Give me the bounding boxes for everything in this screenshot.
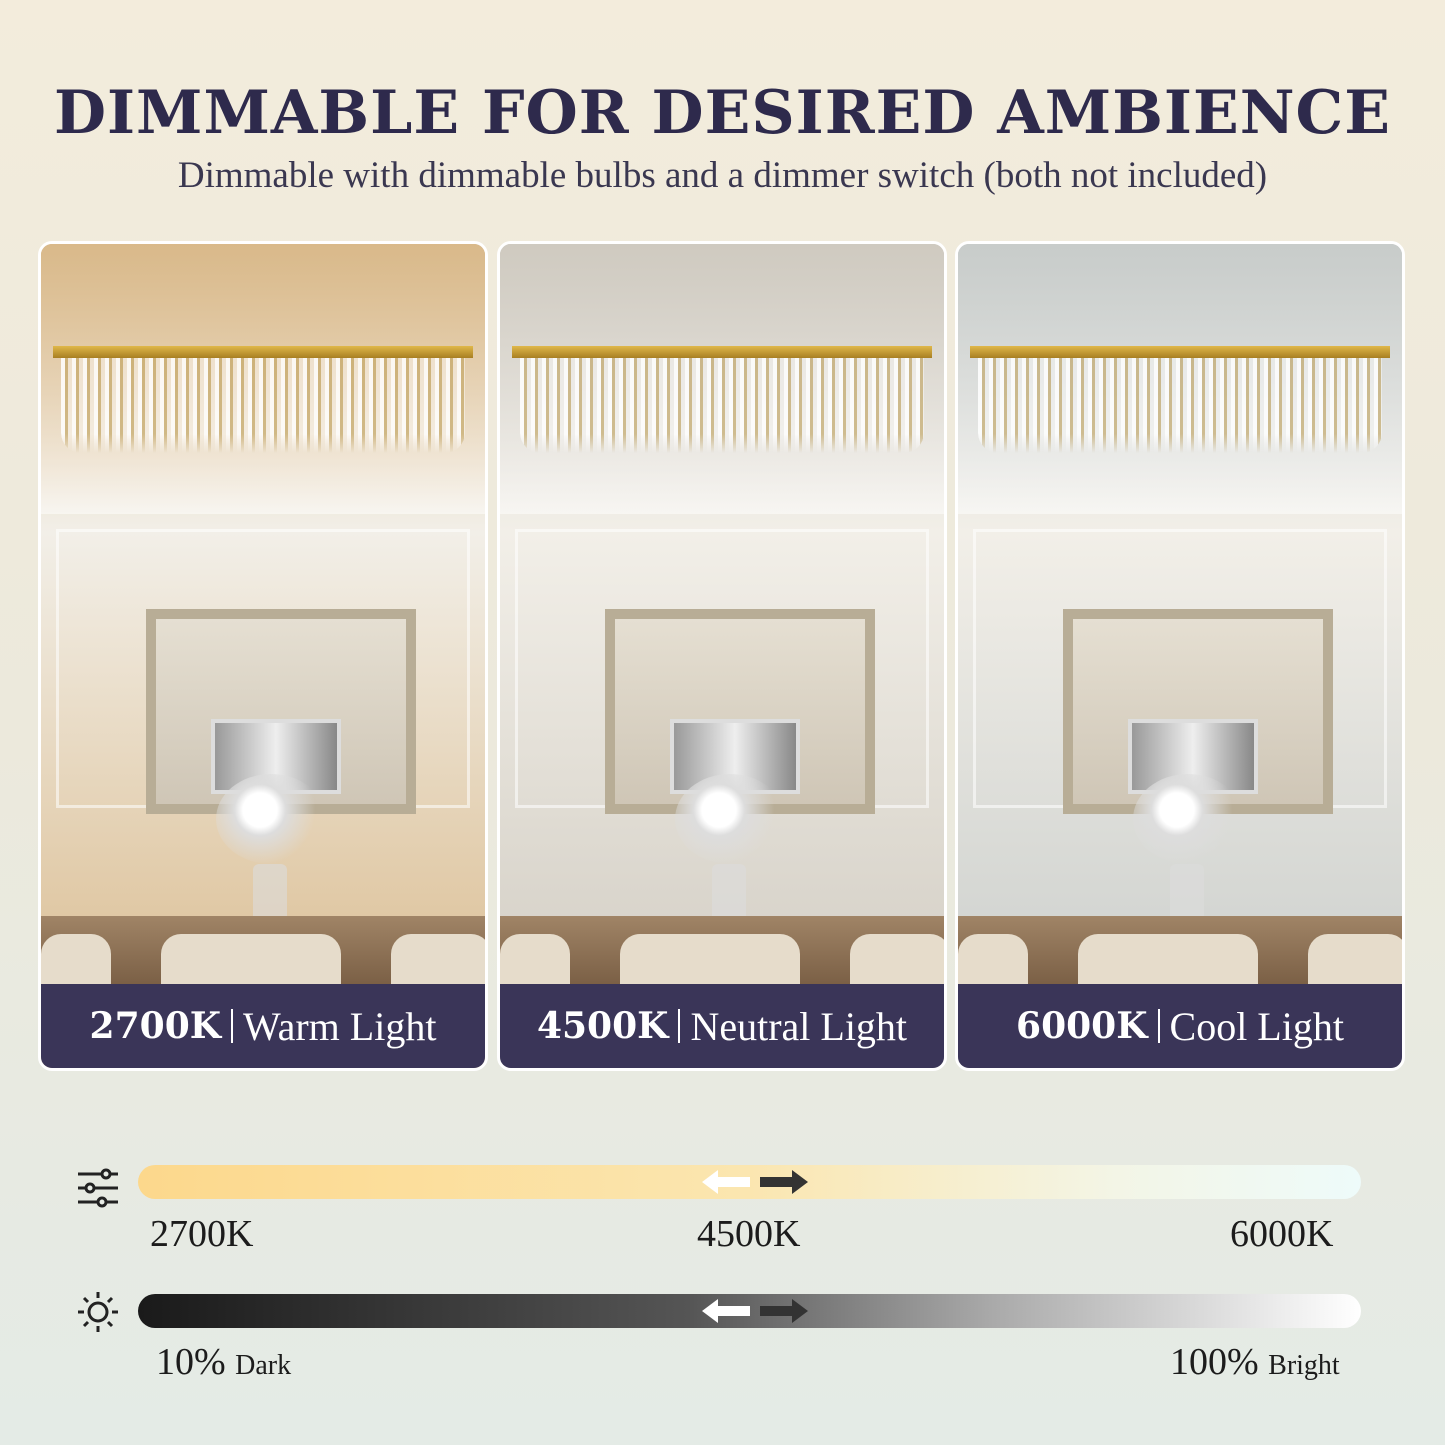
light-name: Warm Light bbox=[243, 1003, 437, 1049]
brightness-min-text: Dark bbox=[235, 1350, 292, 1381]
divider bbox=[231, 1009, 234, 1043]
brightness-max-label: 100% Bright bbox=[1170, 1340, 1340, 1384]
dining-room-photo bbox=[500, 244, 944, 1068]
brightness-max-text: Bright bbox=[1268, 1350, 1340, 1381]
chandelier-crystals bbox=[978, 358, 1382, 453]
dining-room-photo bbox=[41, 244, 485, 1068]
light-name: Neutral Light bbox=[690, 1003, 908, 1049]
sliders-icon bbox=[78, 1168, 118, 1208]
page-subtitle: Dimmable with dimmable bulbs and a dimme… bbox=[177, 155, 1268, 196]
chandelier bbox=[970, 346, 1390, 358]
flowers bbox=[675, 774, 785, 864]
scale-label-6000k: 6000K bbox=[1230, 1213, 1334, 1255]
light-label-band: 4500K Neutral Light bbox=[500, 984, 944, 1068]
light-name: Cool Light bbox=[1169, 1003, 1344, 1049]
kelvin-value: 2700K bbox=[89, 1005, 222, 1047]
scale-label-4500k: 4500K bbox=[697, 1213, 801, 1255]
chandelier-crystals bbox=[520, 358, 924, 453]
page-title: DIMMABLE FOR DESIRED AMBIENCE bbox=[53, 78, 1392, 148]
kelvin-value: 6000K bbox=[1016, 1005, 1148, 1047]
divider bbox=[678, 1009, 681, 1043]
chandelier bbox=[53, 346, 473, 358]
kelvin-value: 4500K bbox=[536, 1005, 669, 1047]
flowers bbox=[216, 774, 326, 864]
left-right-arrows-icon bbox=[702, 1170, 808, 1194]
left-right-arrows-icon bbox=[702, 1299, 808, 1323]
lighting-panel-4500k: 4500K Neutral Light bbox=[497, 241, 947, 1071]
divider bbox=[1157, 1009, 1160, 1043]
chandelier bbox=[512, 346, 932, 358]
scale-label-2700k: 2700K bbox=[150, 1213, 254, 1255]
dining-room-photo bbox=[958, 244, 1402, 1068]
sun-icon bbox=[78, 1292, 118, 1332]
brightness-max-value: 100% bbox=[1170, 1341, 1259, 1383]
lighting-panel-6000k: 6000K Cool Light bbox=[955, 241, 1405, 1071]
brightness-min-label: 10% Dark bbox=[156, 1340, 291, 1384]
brightness-min-value: 10% bbox=[156, 1341, 226, 1383]
lighting-panel-2700k: 2700K Warm Light bbox=[38, 241, 488, 1071]
light-label-band: 2700K Warm Light bbox=[41, 984, 485, 1068]
light-label-band: 6000K Cool Light bbox=[958, 984, 1402, 1068]
flowers bbox=[1133, 774, 1243, 864]
chandelier-crystals bbox=[61, 358, 465, 453]
